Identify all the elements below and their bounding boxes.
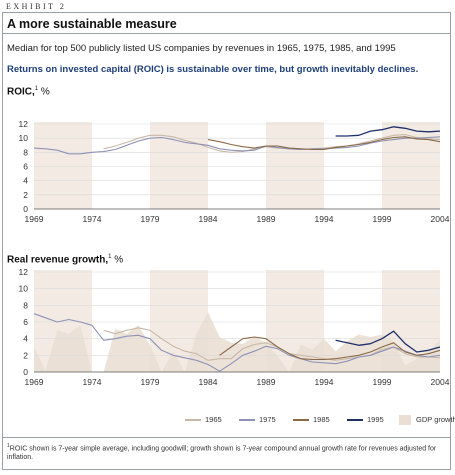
roic-xtick-label-1999: 1999 [373,214,392,224]
roic-shaded-band-3 [382,122,440,209]
roic-panel-title: ROIC,1 % [7,86,50,97]
growth-gdp-growth-area [34,312,440,372]
footnote: 1ROIC shown is 7-year simple average, in… [7,442,439,462]
growth-ytick-label-0: 0 [23,367,28,377]
legend-label-1985: 1985 [313,415,330,424]
roic-title-mark: 1 [34,86,39,92]
growth-ytick-label-6: 6 [23,317,28,327]
growth-xtick-label-1984: 1984 [199,377,218,387]
growth-xtick-label-1974: 1974 [83,377,102,387]
growth-xtick-label-1979: 1979 [141,377,160,387]
growth-ytick-label-10: 10 [19,284,29,294]
exhibit-title: A more sustainable measure [7,17,177,31]
roic-unit: % [40,86,50,98]
roic-ytick-label-2: 2 [23,190,28,200]
roic-shaded-band-0 [34,122,92,209]
roic-ytick-label-4: 4 [23,176,28,186]
growth-series-line-s1975 [33,313,441,372]
exhibit-subtitle: Median for top 500 publicly listed US co… [7,43,396,54]
legend-swatch-gdp [399,415,411,425]
growth-xtick-label-1999: 1999 [373,377,392,387]
roic-series-line-s1985 [207,136,441,151]
roic-xtick-label-2004: 2004 [431,214,450,224]
growth-title-mark: 1 [108,254,112,260]
growth-xtick-label-1969: 1969 [25,377,44,387]
roic-ytick-label-10: 10 [19,133,29,143]
roic-shaded-band-1 [150,122,208,209]
growth-xtick-label-1989: 1989 [257,377,276,387]
exhibit-frame [2,12,451,470]
roic-series-line-s1975 [33,136,441,155]
exhibit-label: EXHIBIT 2 [6,2,67,11]
footnote-divider [2,437,451,438]
roic-title-text: ROIC, [7,86,35,98]
footnote-text: ROIC shown is 7-year simple average, inc… [7,445,437,462]
legend-label-1995: 1995 [367,415,384,424]
legend-swatch-1965 [185,419,201,421]
footnote-mark: 1 [7,443,10,449]
roic-ytick-label-0: 0 [23,204,28,214]
exhibit-headline: Returns on invested capital (ROIC) is su… [7,64,419,75]
roic-xtick-label-1979: 1979 [141,214,160,224]
growth-ytick-label-4: 4 [23,334,28,344]
growth-ytick-label-8: 8 [23,300,28,310]
title-divider [2,33,451,34]
growth-series-line-s1985 [219,336,441,361]
roic-ytick-label-6: 6 [23,162,28,172]
legend-label-1965: 1965 [205,415,222,424]
growth-ytick-label-12: 12 [19,267,29,277]
roic-ytick-label-8: 8 [23,147,28,157]
roic-xtick-label-1974: 1974 [83,214,102,224]
roic-ytick-label-12: 12 [19,119,29,129]
growth-ytick-label-2: 2 [23,350,28,360]
growth-series-line-s1965 [103,327,441,361]
roic-xtick-label-1989: 1989 [257,214,276,224]
roic-shaded-band-2 [266,122,324,209]
roic-xtick-label-1969: 1969 [25,214,44,224]
legend-label-gdp: GDP growth [416,415,455,424]
legend-swatch-1995 [347,419,363,421]
legend-label-1975: 1975 [259,415,276,424]
growth-xtick-label-1994: 1994 [315,377,334,387]
roic-xtick-label-1994: 1994 [315,214,334,224]
growth-panel-title: Real revenue growth,1 % [7,254,123,265]
growth-xtick-label-2004: 2004 [431,377,450,387]
roic-xtick-label-1984: 1984 [199,214,218,224]
roic-series-line-s1995 [335,126,441,137]
legend-swatch-1975 [239,419,255,421]
growth-title-text: Real revenue growth, [7,254,109,266]
growth-series-line-s1995 [335,330,441,353]
legend-swatch-1985 [293,419,309,421]
roic-series-line-s1965 [103,134,441,153]
growth-unit: % [114,254,124,266]
